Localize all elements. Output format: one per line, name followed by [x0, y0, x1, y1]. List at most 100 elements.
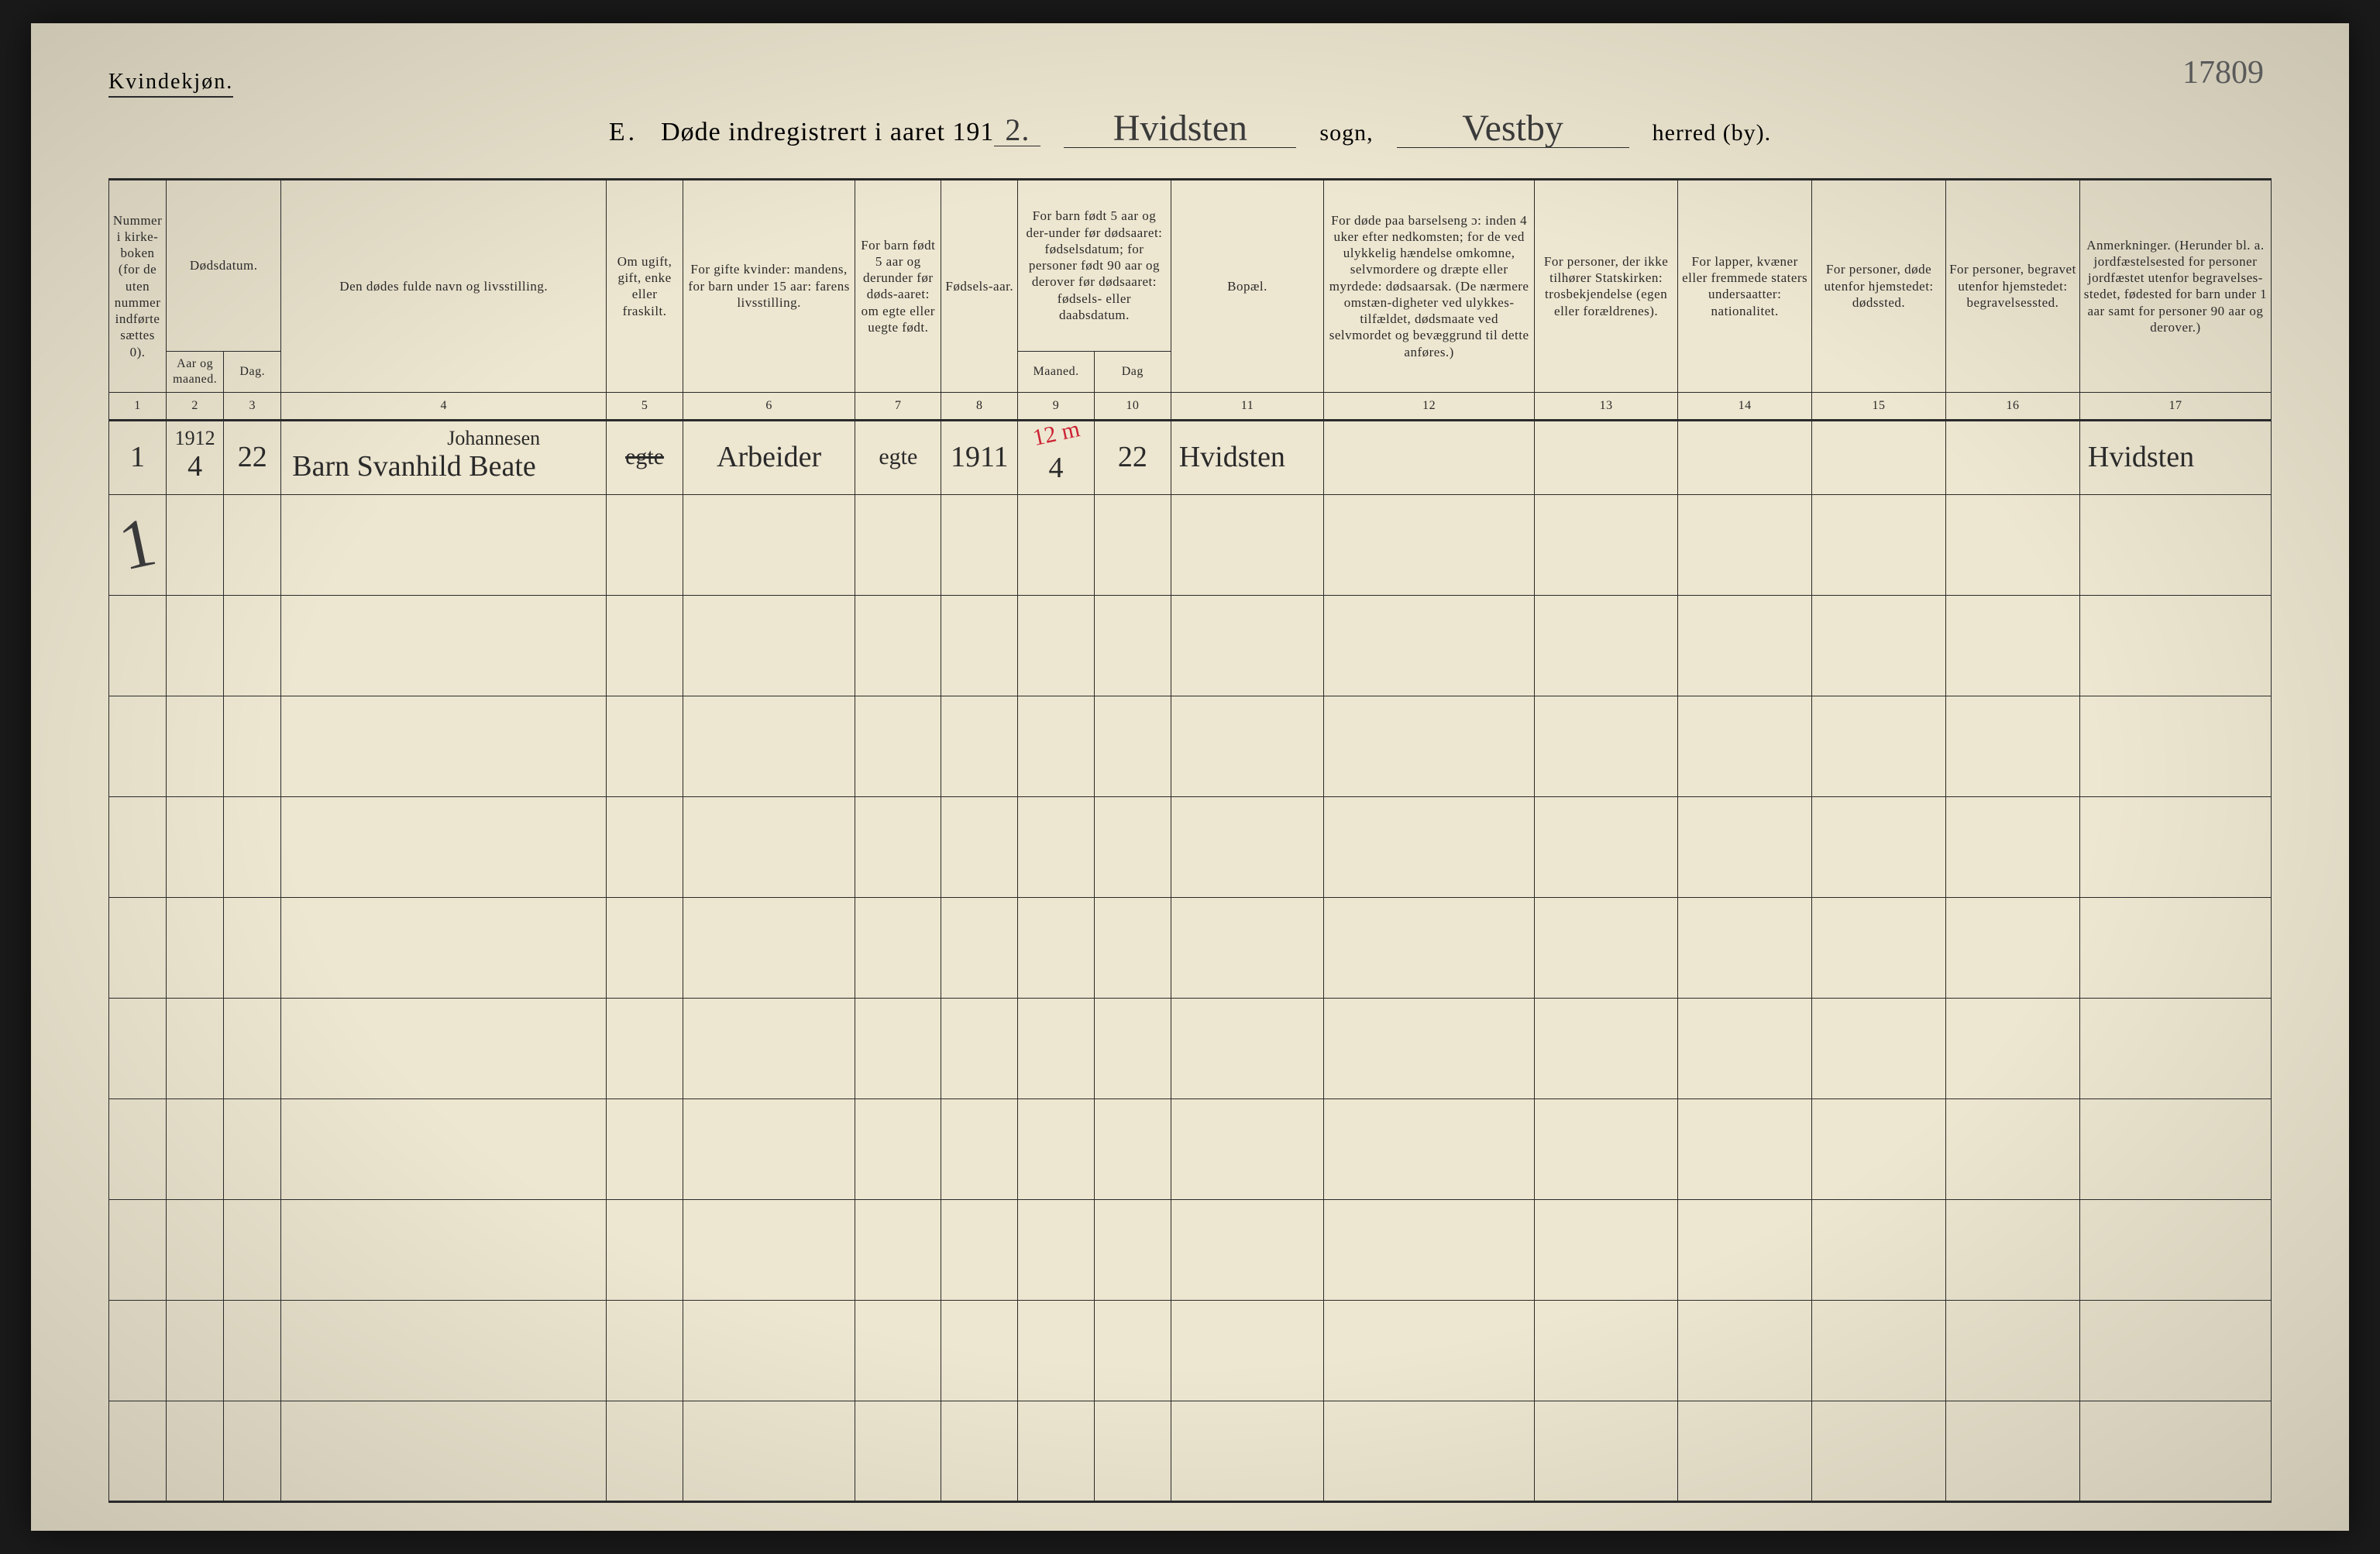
ledger-tbody: 1 1912 4 22 Johannesen Barn Svanhild Bea… — [109, 420, 2272, 1501]
table-row: 1 1912 4 22 Johannesen Barn Svanhild Bea… — [109, 420, 2272, 494]
ledger-page: Kvindekjøn. 17809 E. Døde indregistrert … — [31, 23, 2349, 1531]
entry-number: 1 — [130, 441, 145, 473]
sogn-label: sogn, — [1319, 120, 1373, 146]
cell — [1094, 595, 1171, 696]
cell — [1018, 796, 1095, 897]
cell — [1171, 1401, 1324, 1501]
title-prefix: E. — [609, 118, 638, 147]
cell — [281, 796, 607, 897]
cell — [109, 998, 167, 1098]
cell-year-month: 1912 4 — [167, 420, 224, 494]
death-year: 1912 — [175, 429, 215, 447]
cell — [607, 494, 683, 595]
cell — [941, 595, 1018, 696]
col-number: 7 — [855, 392, 941, 420]
cell — [1094, 796, 1171, 897]
table-row — [109, 1300, 2272, 1401]
cell — [1812, 1098, 1946, 1199]
cell — [1018, 494, 1095, 595]
cell — [941, 998, 1018, 1098]
col-number: 8 — [941, 392, 1018, 420]
col-number: 15 — [1812, 392, 1946, 420]
cell — [1678, 1401, 1812, 1501]
cell — [607, 897, 683, 998]
table-row — [109, 1199, 2272, 1300]
cell — [2079, 1098, 2271, 1199]
cell-number: 1 — [109, 494, 167, 595]
cell — [2079, 595, 2271, 696]
page-header: Kvindekjøn. 17809 E. Døde indregistrert … — [108, 70, 2272, 163]
col-number: 10 — [1094, 392, 1171, 420]
cell-day: 22 — [224, 420, 281, 494]
table-row — [109, 1098, 2272, 1199]
col-subheader: Dag. — [224, 351, 281, 392]
birth-day: 22 — [1118, 441, 1147, 473]
col-subheader: Maaned. — [1018, 351, 1095, 392]
cell — [607, 696, 683, 796]
cell — [941, 1300, 1018, 1401]
cell — [2079, 1199, 2271, 1300]
col-number: 16 — [1946, 392, 2080, 420]
col-header: For døde paa barselseng ɔ: inden 4 uker … — [1324, 180, 1535, 392]
cell — [607, 595, 683, 696]
cell — [855, 1098, 941, 1199]
col-number: 12 — [1324, 392, 1535, 420]
cell-deathplace — [1812, 420, 1946, 494]
cell — [1094, 1300, 1171, 1401]
col-header: For barn født 5 aar og der-under før død… — [1018, 180, 1171, 351]
col-number: 6 — [683, 392, 855, 420]
cell — [1171, 796, 1324, 897]
cell — [1324, 1300, 1535, 1401]
cell — [607, 1098, 683, 1199]
death-month: 4 — [187, 453, 202, 480]
header-row-main: Nummer i kirke-boken (for de uten nummer… — [109, 180, 2272, 351]
residence: Hvidsten — [1179, 441, 1285, 473]
cell-birthyear: 1911 — [941, 420, 1018, 494]
table-row — [109, 796, 2272, 897]
cell — [224, 595, 281, 696]
ledger-table: Nummer i kirke-boken (for de uten nummer… — [108, 180, 2272, 1503]
cell — [1324, 1098, 1535, 1199]
cell — [1812, 897, 1946, 998]
cell — [683, 897, 855, 998]
col-number: 5 — [607, 392, 683, 420]
cell — [167, 1199, 224, 1300]
slash-mark: 1 — [112, 498, 163, 590]
surname: Johannesen — [292, 429, 540, 447]
cell — [1946, 696, 2080, 796]
cell — [1094, 696, 1171, 796]
cell — [2079, 696, 2271, 796]
fullname: Barn Svanhild Beate — [292, 453, 535, 480]
cell — [1094, 998, 1171, 1098]
cell-birthmonth: 12 m 4 — [1018, 420, 1095, 494]
cell — [1018, 1401, 1095, 1501]
cell — [1946, 595, 2080, 696]
cell — [1946, 1098, 2080, 1199]
col-header: For barn født 5 aar og derunder før døds… — [855, 180, 941, 392]
cell — [167, 998, 224, 1098]
cell — [1018, 696, 1095, 796]
cell — [1946, 998, 2080, 1098]
col-header: Nummer i kirke-boken (for de uten nummer… — [109, 180, 167, 392]
cell — [224, 1401, 281, 1501]
cell — [167, 1300, 224, 1401]
cell — [1678, 998, 1812, 1098]
cell — [1812, 696, 1946, 796]
cell — [683, 1401, 855, 1501]
cell — [1094, 494, 1171, 595]
death-day: 22 — [238, 441, 267, 473]
col-header: For gifte kvinder: mandens, for barn und… — [683, 180, 855, 392]
page-number: 17809 — [2182, 54, 2264, 91]
cell — [1534, 1300, 1677, 1401]
herred-value: Vestby — [1397, 110, 1629, 148]
cell — [607, 1199, 683, 1300]
cell — [167, 796, 224, 897]
cell — [855, 595, 941, 696]
cell — [109, 1300, 167, 1401]
cell — [941, 897, 1018, 998]
cell — [941, 1199, 1018, 1300]
cell — [1018, 1300, 1095, 1401]
cell — [167, 1401, 224, 1501]
sogn-value: Hvidsten — [1064, 110, 1296, 148]
cell — [2079, 897, 2271, 998]
